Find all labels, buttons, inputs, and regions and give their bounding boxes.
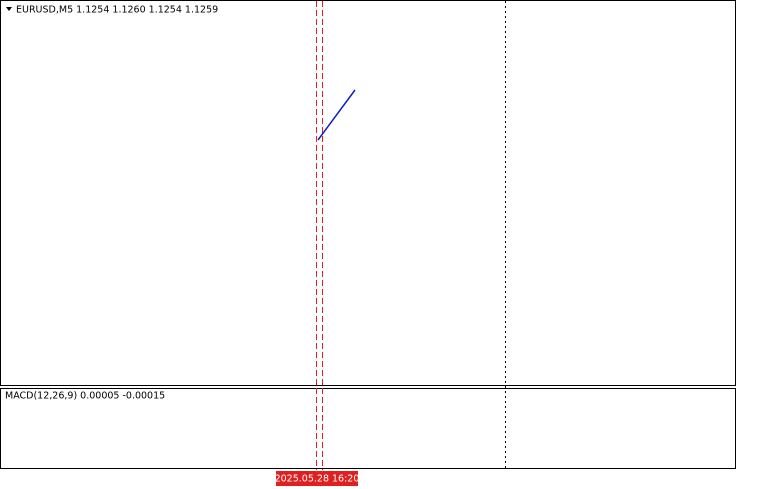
chart-title: EURUSD,M5 1.1254 1.1260 1.1254 1.1259 [16, 5, 218, 16]
time-marker-box [276, 471, 358, 486]
menu-arrow [6, 7, 12, 11]
trend-line [317, 89, 356, 141]
macd-frame [0, 388, 736, 469]
macd-title: MACD(12,26,9) 0.00005 -0.00015 [5, 391, 165, 402]
time-marker: 2025.05.28 16:20 [275, 474, 360, 485]
price-frame [0, 0, 736, 386]
